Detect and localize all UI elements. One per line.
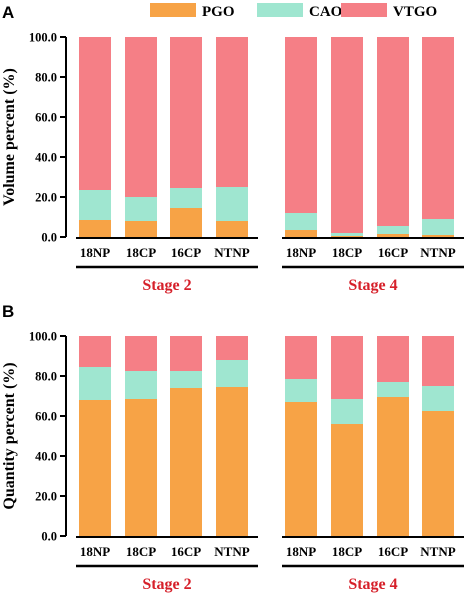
- x-tick-label: 18NP: [286, 544, 316, 559]
- y-tick-label: 0.0: [41, 530, 57, 544]
- bar-segment-vtgo: [125, 336, 157, 371]
- bar-segment-cao: [79, 367, 111, 400]
- stage-label: Stage 2: [142, 576, 191, 593]
- bar-segment-cao: [377, 382, 409, 397]
- bar-segment-pgo: [216, 387, 248, 536]
- bar-segment-pgo: [422, 235, 454, 237]
- bar-segment-vtgo: [422, 37, 454, 219]
- x-tick-label: 16CP: [378, 544, 408, 559]
- bar-segment-cao: [331, 233, 363, 236]
- bar-segment-cao: [216, 360, 248, 387]
- x-tick-label: 18NP: [286, 245, 316, 260]
- y-tick-label: 100.0: [29, 31, 57, 45]
- x-tick-label: 16CP: [171, 544, 201, 559]
- bar-segment-vtgo: [216, 37, 248, 187]
- bar-segment-pgo: [331, 424, 363, 536]
- bar-segment-vtgo: [285, 37, 317, 213]
- bar-segment-pgo: [216, 221, 248, 237]
- legend: PGO CAO VTGO: [150, 3, 437, 20]
- x-tick-label: NTNP: [214, 544, 249, 559]
- x-tick-label: 18NP: [80, 544, 110, 559]
- bar-segment-pgo: [170, 208, 202, 237]
- legend-swatch-pgo: [150, 3, 196, 17]
- x-tick-label: 18CP: [332, 544, 362, 559]
- y-tick-label: 80.0: [35, 71, 57, 85]
- bar-segment-pgo: [422, 411, 454, 536]
- x-tick-label: NTNP: [420, 544, 455, 559]
- bar-segment-pgo: [125, 221, 157, 237]
- x-tick-label: 18CP: [126, 245, 156, 260]
- legend-swatch-vtgo: [341, 3, 387, 17]
- panel-letter: A: [2, 3, 14, 22]
- legend-label-pgo: PGO: [202, 4, 235, 20]
- bar-segment-pgo: [285, 402, 317, 536]
- x-tick-label: 18CP: [332, 245, 362, 260]
- y-tick-label: 20.0: [35, 490, 57, 504]
- x-tick-label: 18NP: [80, 245, 110, 260]
- stage-label: Stage 2: [142, 277, 191, 294]
- bar-segment-cao: [170, 371, 202, 388]
- y-tick-label: 40.0: [35, 151, 57, 165]
- bar-segment-pgo: [377, 397, 409, 536]
- bar-segment-cao: [125, 197, 157, 221]
- bar-segment-cao: [285, 379, 317, 402]
- y-tick-label: 80.0: [35, 370, 57, 384]
- bar-segment-cao: [170, 188, 202, 208]
- y-tick-label: 60.0: [35, 410, 57, 424]
- legend-label-cao: CAO: [309, 4, 342, 20]
- bar-segment-vtgo: [285, 336, 317, 379]
- x-tick-label: NTNP: [214, 245, 249, 260]
- bar-segment-cao: [331, 399, 363, 424]
- y-tick-label: 20.0: [35, 191, 57, 205]
- bar-segment-cao: [422, 219, 454, 235]
- y-axis-label: Quantity percent (%): [1, 362, 18, 509]
- bar-segment-vtgo: [377, 37, 409, 226]
- bar-segment-vtgo: [377, 336, 409, 382]
- y-tick-label: 60.0: [35, 111, 57, 125]
- bar-segment-vtgo: [79, 37, 111, 190]
- stage-label: Stage 4: [348, 576, 397, 593]
- legend-label-vtgo: VTGO: [393, 4, 437, 20]
- y-tick-label: 0.0: [41, 231, 57, 245]
- bar-segment-cao: [125, 371, 157, 399]
- x-tick-label: 16CP: [171, 245, 201, 260]
- bar-segment-cao: [79, 190, 111, 220]
- bar-segment-vtgo: [170, 336, 202, 371]
- bar-segment-vtgo: [79, 336, 111, 367]
- legend-swatch-cao: [257, 3, 303, 17]
- bar-segment-cao: [216, 187, 248, 221]
- bar-segment-pgo: [331, 236, 363, 237]
- y-tick-label: 100.0: [29, 330, 57, 344]
- bar-segment-pgo: [170, 388, 202, 536]
- panel-b: B Quantity percent (%) 0.0 20.0 40.0 60.0 80.0…: [1, 302, 464, 593]
- bar-segment-vtgo: [125, 37, 157, 197]
- x-tick-label: NTNP: [420, 245, 455, 260]
- bar-segment-pgo: [79, 220, 111, 237]
- bar-segment-vtgo: [216, 336, 248, 360]
- bar-segment-pgo: [285, 230, 317, 237]
- stage-label: Stage 4: [348, 277, 397, 294]
- x-tick-label: 16CP: [378, 245, 408, 260]
- bar-segment-pgo: [125, 399, 157, 536]
- bar-segment-vtgo: [422, 336, 454, 386]
- bar-segment-vtgo: [331, 336, 363, 399]
- y-axis-label: Volume percent (%): [1, 68, 18, 206]
- bar-segment-pgo: [79, 400, 111, 536]
- bar-segment-cao: [377, 226, 409, 234]
- panel-a: A Volume percent (%) 0.0 20.0 40.0 60.0 80.0 10…: [1, 3, 464, 294]
- bar-segment-cao: [422, 386, 454, 411]
- bar-segment-vtgo: [331, 37, 363, 233]
- bar-segment-cao: [285, 213, 317, 230]
- panel-letter: B: [2, 302, 14, 321]
- bar-segment-pgo: [377, 234, 409, 237]
- x-tick-label: 18CP: [126, 544, 156, 559]
- y-tick-label: 40.0: [35, 450, 57, 464]
- bar-segment-vtgo: [170, 37, 202, 188]
